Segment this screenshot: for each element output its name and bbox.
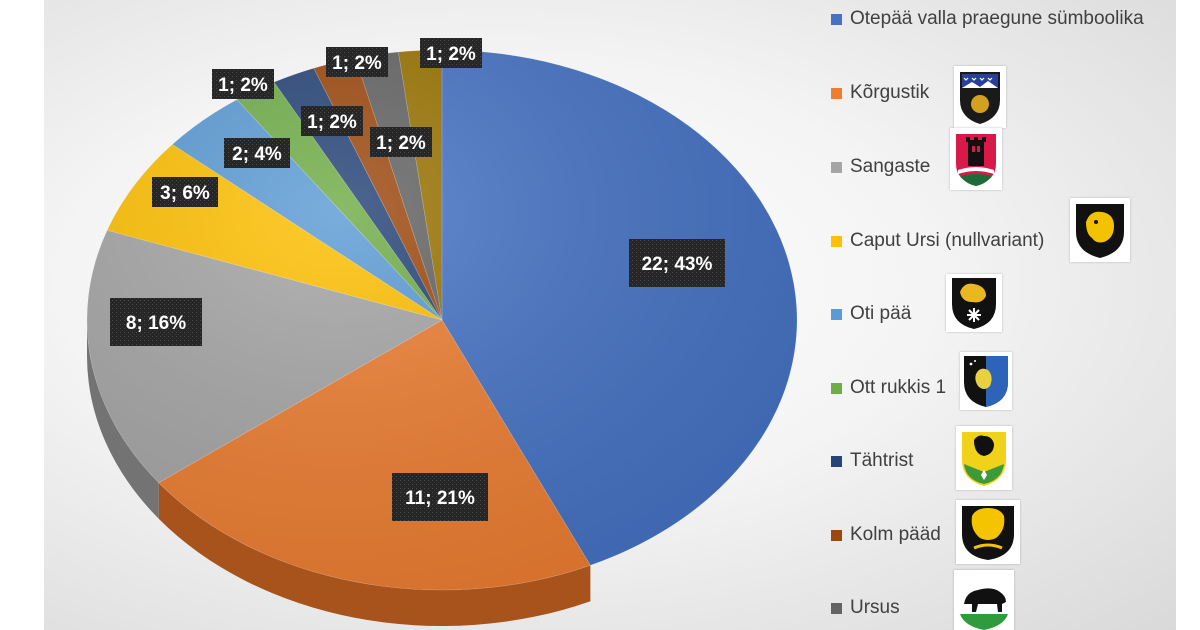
data-label-6: 1; 2%	[212, 69, 274, 99]
legend-swatch	[831, 455, 842, 467]
data-label-1: 22; 43%	[629, 239, 725, 287]
data-label-box	[110, 298, 202, 346]
oti-paa-coat-of-arms-icon	[946, 274, 1002, 332]
legend-item-6: Ott rukkis 1	[831, 376, 946, 400]
caput-ursi-coat-of-arms-icon	[1070, 198, 1130, 262]
legend-label: Kolm pääd	[850, 524, 941, 545]
data-label-10: 1; 2%	[420, 38, 482, 68]
legend-swatch	[831, 602, 842, 614]
data-label-box	[370, 127, 432, 157]
legend-swatch	[831, 529, 842, 541]
chart-panel: 22; 43% 11; 21% 8; 16% 3; 6% 2; 4% 1; 2% 1; 2%…	[44, 0, 1176, 630]
legend-label: Ott rukkis 1	[850, 377, 947, 398]
data-label-2: 11; 21%	[392, 473, 488, 521]
korgustik-coat-of-arms-icon	[954, 66, 1006, 128]
legend-label: Oti pää	[850, 303, 912, 324]
legend-swatch	[831, 161, 842, 173]
ursus-coat-of-arms-icon	[954, 570, 1014, 630]
data-label-3: 8; 16%	[110, 298, 202, 346]
legend-item-3: Sangaste	[831, 155, 930, 179]
legend-swatch	[831, 382, 842, 394]
ott-rukkis-coat-of-arms-icon	[960, 352, 1012, 410]
legend-label: Tähtrist	[850, 450, 914, 471]
data-label-text: 22; 43%	[642, 254, 713, 275]
tahtrist-coat-of-arms-icon	[956, 426, 1012, 490]
data-label-text: 2; 4%	[232, 144, 282, 165]
data-label-text: 8; 16%	[126, 313, 186, 334]
legend-item-7: Tähtrist	[831, 449, 913, 473]
data-label-box	[326, 47, 388, 77]
legend-swatch	[831, 235, 842, 247]
data-label-box	[420, 38, 482, 68]
legend-label: Sangaste	[850, 156, 931, 177]
legend-swatch	[831, 87, 842, 99]
data-label-9: 1; 2%	[370, 127, 432, 157]
data-label-5: 2; 4%	[224, 138, 290, 168]
data-label-box	[301, 106, 363, 136]
data-label-text: 1; 2%	[376, 133, 426, 154]
data-label-text: 3; 6%	[160, 183, 210, 204]
legend-label: Kõrgustik	[850, 82, 930, 103]
pie-slice-side-2	[158, 482, 591, 627]
legend-label: Ursus	[850, 597, 900, 618]
legend-item-4: Caput Ursi (nullvariant)	[831, 229, 1044, 253]
legend-item-8: Kolm pääd	[831, 523, 941, 547]
data-label-8: 1; 2%	[326, 47, 388, 77]
data-label-text: 11; 21%	[405, 488, 475, 509]
kolm-paad-coat-of-arms-icon	[956, 500, 1020, 564]
legend-item-1: Otepää valla praegune sümboolika	[831, 7, 1144, 31]
data-label-4: 3; 6%	[152, 177, 218, 207]
data-label-text: 1; 2%	[218, 75, 268, 96]
data-label-box	[392, 473, 488, 521]
legend-swatch	[831, 13, 842, 25]
data-label-text: 1; 2%	[307, 112, 357, 133]
sangaste-coat-of-arms-icon	[950, 128, 1002, 190]
data-label-text: 1; 2%	[426, 44, 476, 65]
data-label-box	[212, 69, 274, 99]
data-label-box	[224, 138, 290, 168]
legend-swatch	[831, 308, 842, 320]
legend-label: Otepää valla praegune sümboolika	[850, 8, 1144, 29]
data-label-box	[629, 239, 725, 287]
legend-item-5: Oti pää	[831, 302, 911, 326]
data-label-7: 1; 2%	[301, 106, 363, 136]
data-label-box	[152, 177, 218, 207]
legend-item-9: Ursus	[831, 596, 900, 620]
legend-item-2: Kõrgustik	[831, 81, 929, 105]
legend-label: Caput Ursi (nullvariant)	[850, 230, 1045, 251]
data-label-text: 1; 2%	[332, 53, 382, 74]
